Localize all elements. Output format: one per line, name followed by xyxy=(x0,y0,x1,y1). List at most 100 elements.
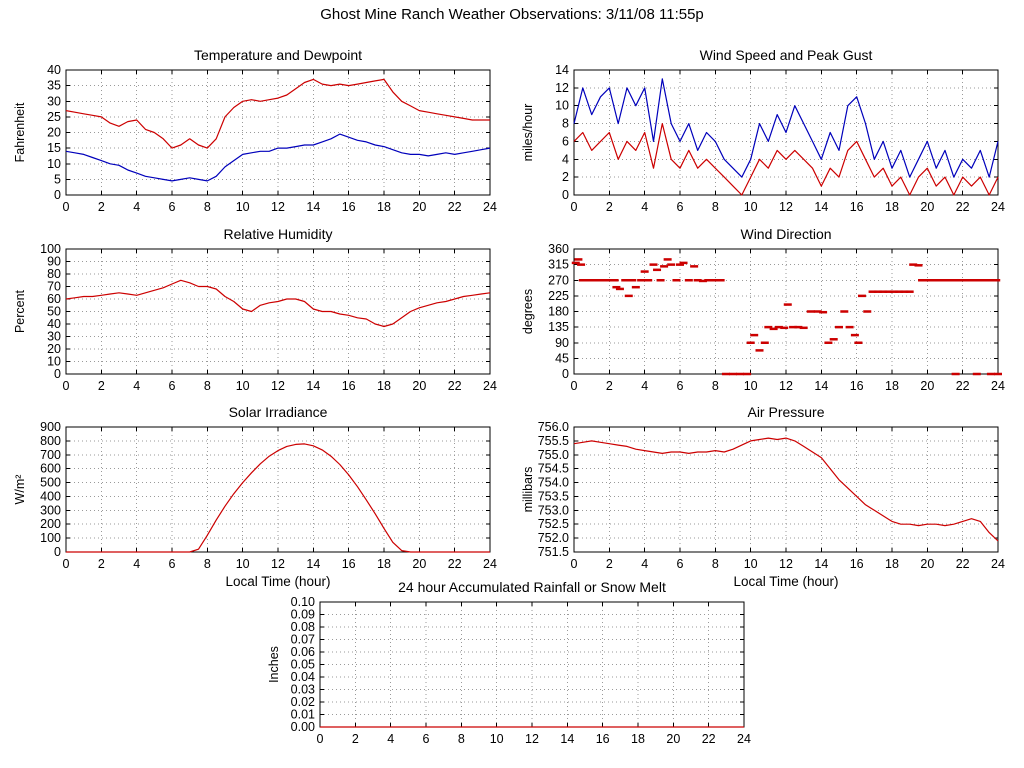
svg-text:0.08: 0.08 xyxy=(291,620,315,634)
svg-text:20: 20 xyxy=(920,379,934,393)
svg-text:18: 18 xyxy=(631,732,645,746)
svg-text:14: 14 xyxy=(306,200,320,214)
chart-canvas: 0 2 4 6 8 10 12 14 16 18 20 22 240459013518022527031… xyxy=(521,226,1005,393)
svg-text:0: 0 xyxy=(54,188,61,202)
chart-canvas: 0 2 4 6 8 10 12 14 16 18 20 22 240510152025303540Tem… xyxy=(13,47,497,214)
svg-text:0: 0 xyxy=(317,732,324,746)
svg-text:30: 30 xyxy=(47,330,61,344)
svg-text:751.5: 751.5 xyxy=(538,545,569,559)
svg-text:315: 315 xyxy=(548,258,569,272)
svg-text:8: 8 xyxy=(562,117,569,131)
svg-text:180: 180 xyxy=(548,305,569,319)
svg-text:40: 40 xyxy=(47,317,61,331)
chart-air-pressure: 0 2 4 6 8 10 12 14 16 18 20 22 24 751.5 752.0 752.5 753.… xyxy=(516,397,1016,593)
svg-text:0: 0 xyxy=(54,367,61,381)
svg-text:600: 600 xyxy=(40,462,61,476)
svg-text:12: 12 xyxy=(779,557,793,571)
svg-text:10: 10 xyxy=(490,732,504,746)
svg-text:18: 18 xyxy=(885,557,899,571)
svg-text:miles/hour: miles/hour xyxy=(521,104,535,162)
svg-text:4: 4 xyxy=(133,200,140,214)
svg-text:0: 0 xyxy=(63,200,70,214)
svg-text:16: 16 xyxy=(850,557,864,571)
svg-text:6: 6 xyxy=(677,200,684,214)
svg-text:Relative Humidity: Relative Humidity xyxy=(224,226,333,242)
svg-text:Inches: Inches xyxy=(267,646,281,683)
svg-text:0.01: 0.01 xyxy=(291,708,315,722)
svg-text:2: 2 xyxy=(98,200,105,214)
svg-text:0.03: 0.03 xyxy=(291,683,315,697)
svg-text:22: 22 xyxy=(448,557,462,571)
svg-text:15: 15 xyxy=(47,141,61,155)
svg-text:22: 22 xyxy=(956,379,970,393)
svg-text:2: 2 xyxy=(352,732,359,746)
svg-text:2: 2 xyxy=(562,170,569,184)
svg-text:20: 20 xyxy=(412,200,426,214)
svg-text:12: 12 xyxy=(271,557,285,571)
svg-text:4: 4 xyxy=(641,200,648,214)
svg-text:6: 6 xyxy=(677,379,684,393)
svg-text:18: 18 xyxy=(377,200,391,214)
svg-text:360: 360 xyxy=(548,242,569,256)
svg-text:0.05: 0.05 xyxy=(291,658,315,672)
svg-text:16: 16 xyxy=(850,200,864,214)
svg-text:60: 60 xyxy=(47,292,61,306)
chart-wind-speed-gust: 0 2 4 6 8 10 12 14 16 18 20 22 24 0 2 4 6 8 10 12 14 Wind Spe… xyxy=(516,40,1016,216)
svg-text:200: 200 xyxy=(40,517,61,531)
svg-text:16: 16 xyxy=(342,557,356,571)
svg-text:100: 100 xyxy=(40,242,61,256)
svg-text:8: 8 xyxy=(712,557,719,571)
svg-text:22: 22 xyxy=(956,557,970,571)
svg-text:8: 8 xyxy=(712,379,719,393)
chart-solar-irradiance: 0 2 4 6 8 10 12 14 16 18 20 22 24 0 100 200 300 400 500 600… xyxy=(8,397,508,593)
svg-text:4: 4 xyxy=(133,379,140,393)
svg-text:0.07: 0.07 xyxy=(291,633,315,647)
svg-text:700: 700 xyxy=(40,448,61,462)
svg-text:22: 22 xyxy=(702,732,716,746)
svg-text:800: 800 xyxy=(40,434,61,448)
svg-text:14: 14 xyxy=(814,557,828,571)
svg-text:8: 8 xyxy=(712,200,719,214)
svg-text:0.02: 0.02 xyxy=(291,695,315,709)
svg-text:10: 10 xyxy=(236,200,250,214)
svg-text:millibars: millibars xyxy=(521,467,535,513)
svg-text:755.5: 755.5 xyxy=(538,434,569,448)
chart-canvas: 0 2 4 6 8 10 12 14 16 18 20 22 24751.5752.0752.5753.… xyxy=(521,404,1005,589)
chart-accumulated-rainfall: 0 2 4 6 8 10 12 14 16 18 20 22 24 0.00 0.01 0.02 0.03 0.0… xyxy=(262,572,762,754)
svg-text:Fahrenheit: Fahrenheit xyxy=(13,102,27,162)
svg-text:756.0: 756.0 xyxy=(538,420,569,434)
svg-text:4: 4 xyxy=(387,732,394,746)
svg-text:6: 6 xyxy=(169,200,176,214)
svg-text:10: 10 xyxy=(744,557,758,571)
svg-text:30: 30 xyxy=(47,94,61,108)
svg-text:5: 5 xyxy=(54,172,61,186)
page-title: Ghost Mine Ranch Weather Observations: 3… xyxy=(320,6,704,23)
chart-relative-humidity: 0 2 4 6 8 10 12 14 16 18 20 22 24 0 10 20 30 40 50 60 70 80 90… xyxy=(8,219,508,395)
svg-text:0: 0 xyxy=(562,188,569,202)
svg-text:0: 0 xyxy=(571,557,578,571)
chart-wind-direction: 0 2 4 6 8 10 12 14 16 18 20 22 24 0 45 90 135 180 225 270 31… xyxy=(516,219,1016,395)
svg-text:18: 18 xyxy=(377,557,391,571)
svg-text:Solar Irradiance: Solar Irradiance xyxy=(229,404,328,420)
svg-text:16: 16 xyxy=(342,379,356,393)
svg-text:25: 25 xyxy=(47,110,61,124)
svg-text:0: 0 xyxy=(63,379,70,393)
svg-text:24 hour Accumulated Rainfall o: 24 hour Accumulated Rainfall or Snow Mel… xyxy=(398,579,666,595)
svg-text:45: 45 xyxy=(555,351,569,365)
svg-text:900: 900 xyxy=(40,420,61,434)
chart-canvas: 0 2 4 6 8 10 12 14 16 18 20 22 240.000.010.020.030.0… xyxy=(267,579,751,746)
svg-text:12: 12 xyxy=(779,200,793,214)
svg-text:8: 8 xyxy=(204,557,211,571)
svg-text:20: 20 xyxy=(920,200,934,214)
svg-text:14: 14 xyxy=(814,379,828,393)
svg-text:6: 6 xyxy=(423,732,430,746)
svg-text:4: 4 xyxy=(641,379,648,393)
svg-text:300: 300 xyxy=(40,503,61,517)
svg-text:Wind Direction: Wind Direction xyxy=(740,226,831,242)
svg-text:20: 20 xyxy=(47,126,61,140)
svg-text:0.04: 0.04 xyxy=(291,670,315,684)
svg-text:0: 0 xyxy=(562,367,569,381)
svg-text:24: 24 xyxy=(483,379,497,393)
svg-text:22: 22 xyxy=(448,379,462,393)
